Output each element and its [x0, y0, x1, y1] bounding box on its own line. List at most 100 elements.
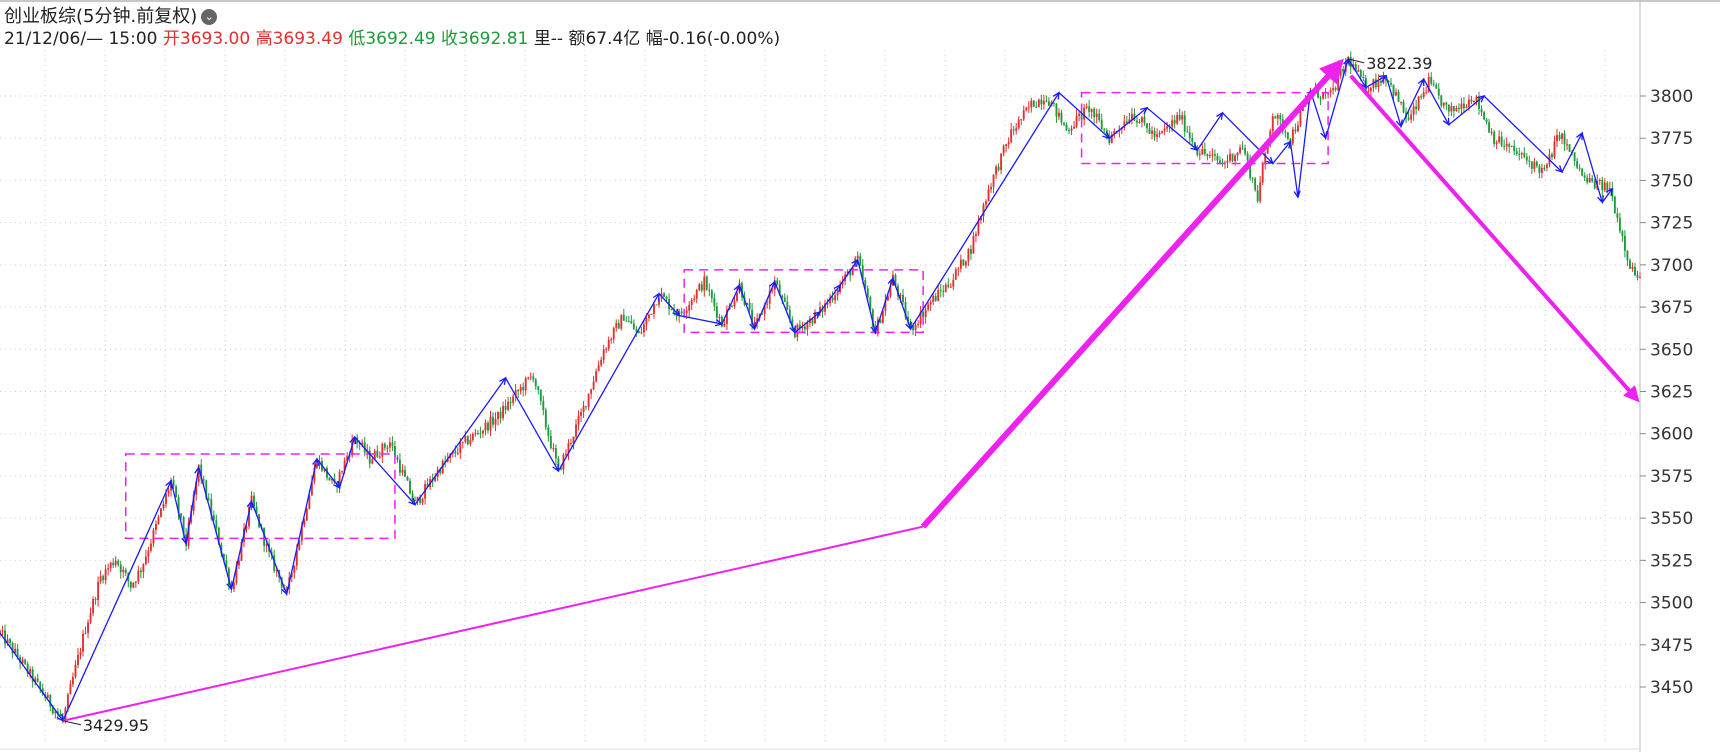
y-tick-label: 3675: [1650, 298, 1693, 318]
candle-body: [600, 359, 603, 366]
candle-body: [680, 311, 683, 314]
candles: [0, 51, 1641, 724]
candle-body: [157, 516, 160, 524]
info-low: 3692.49: [365, 29, 436, 49]
candle-body: [1032, 100, 1035, 107]
candle-body: [1, 630, 4, 632]
candle-body: [1080, 113, 1083, 120]
candle-body: [1402, 101, 1405, 113]
candle-body: [876, 319, 879, 334]
candle-body: [205, 480, 208, 499]
candle-body: [700, 284, 703, 291]
low-label: 3429.95: [83, 716, 149, 735]
wave-lines: [0, 57, 1614, 723]
candle-body: [9, 639, 12, 644]
candle-body: [934, 296, 937, 301]
candle-body: [768, 291, 771, 304]
candle-body: [914, 324, 917, 331]
candle-body: [718, 316, 721, 318]
candle-body: [11, 643, 14, 653]
candle-body: [607, 339, 610, 349]
candle-body: [1322, 92, 1325, 99]
candle-body: [1002, 146, 1005, 154]
wave-arrowhead: [1102, 131, 1111, 140]
candle-body: [532, 376, 535, 380]
candle-body: [1543, 167, 1546, 169]
candle-body: [419, 496, 422, 503]
candle-body: [16, 648, 19, 658]
candle-body: [21, 659, 24, 664]
wave-arrowhead: [1555, 165, 1564, 174]
candle-body: [1226, 160, 1229, 163]
candle-body: [1201, 149, 1204, 155]
candle-body: [879, 319, 882, 323]
wave-arrowhead: [333, 480, 341, 489]
wave-arrowhead: [1605, 187, 1614, 196]
candle-body: [1588, 178, 1591, 183]
candle-body: [580, 411, 582, 416]
candle-body: [1468, 99, 1470, 107]
candle-body: [605, 348, 608, 350]
chart-title: 创业板综(5分钟.前复权): [4, 6, 198, 27]
candle-body: [326, 468, 328, 478]
candle-body: [698, 284, 701, 291]
candle-body: [461, 441, 464, 443]
candle-body: [1249, 160, 1252, 178]
y-axis: 3450 3475 3500 3525 3550 3575 3600 3625 3650 3675…: [1640, 87, 1693, 698]
candle-body: [1183, 115, 1186, 132]
candle-body: [1611, 188, 1614, 197]
candle-body: [1385, 77, 1387, 81]
candle-body: [147, 550, 150, 557]
candle-body: [585, 406, 588, 408]
candle-body: [1279, 115, 1282, 120]
candle-body: [798, 324, 801, 329]
candle-body: [1208, 155, 1211, 157]
info-close-label: 收: [441, 29, 459, 49]
info-open: 3693.00: [179, 29, 251, 49]
candle-body: [1488, 122, 1491, 133]
candle-body: [1286, 132, 1289, 139]
candle-body: [202, 479, 205, 481]
candle-body: [1329, 90, 1332, 93]
candle-body: [570, 442, 572, 444]
candle-body: [977, 220, 980, 235]
candle-body: [87, 622, 89, 633]
candle-body: [29, 669, 32, 674]
candle-body: [1440, 95, 1443, 106]
y-tick-label: 3550: [1650, 509, 1693, 529]
candle-body: [66, 694, 69, 709]
candle-body: [1535, 161, 1538, 167]
candle-body: [1088, 106, 1091, 112]
candle-body: [539, 389, 542, 401]
candle-body: [1576, 161, 1579, 168]
candle-body: [637, 331, 640, 334]
candle-body: [315, 464, 318, 468]
wave-arrowhead: [1597, 195, 1605, 204]
candle-body: [1498, 136, 1501, 143]
trend-arrow-up: [920, 58, 1344, 529]
candle-body: [1213, 154, 1216, 156]
info-amount: 67.4亿: [585, 29, 641, 49]
candle-body: [922, 311, 925, 318]
candle-body: [411, 493, 414, 500]
candle-body: [1357, 70, 1360, 72]
candle-body: [1354, 64, 1357, 72]
candle-body: [1483, 112, 1485, 120]
candle-body: [864, 280, 867, 289]
candle-body: [1010, 129, 1013, 143]
candle-body: [1095, 113, 1098, 117]
candle-body: [177, 497, 180, 514]
candle-body: [655, 304, 658, 306]
candle-body: [36, 678, 39, 682]
candle-body: [310, 481, 313, 496]
candle-body: [746, 302, 748, 305]
candle-body: [502, 405, 505, 419]
candle-body: [1397, 91, 1400, 102]
candle-body: [1626, 250, 1629, 261]
candle-body: [1593, 181, 1596, 189]
candle-body: [1392, 84, 1395, 96]
candle-body: [670, 309, 673, 311]
chevron-down-icon[interactable]: ⌄: [201, 9, 218, 25]
candle-body: [665, 296, 668, 300]
